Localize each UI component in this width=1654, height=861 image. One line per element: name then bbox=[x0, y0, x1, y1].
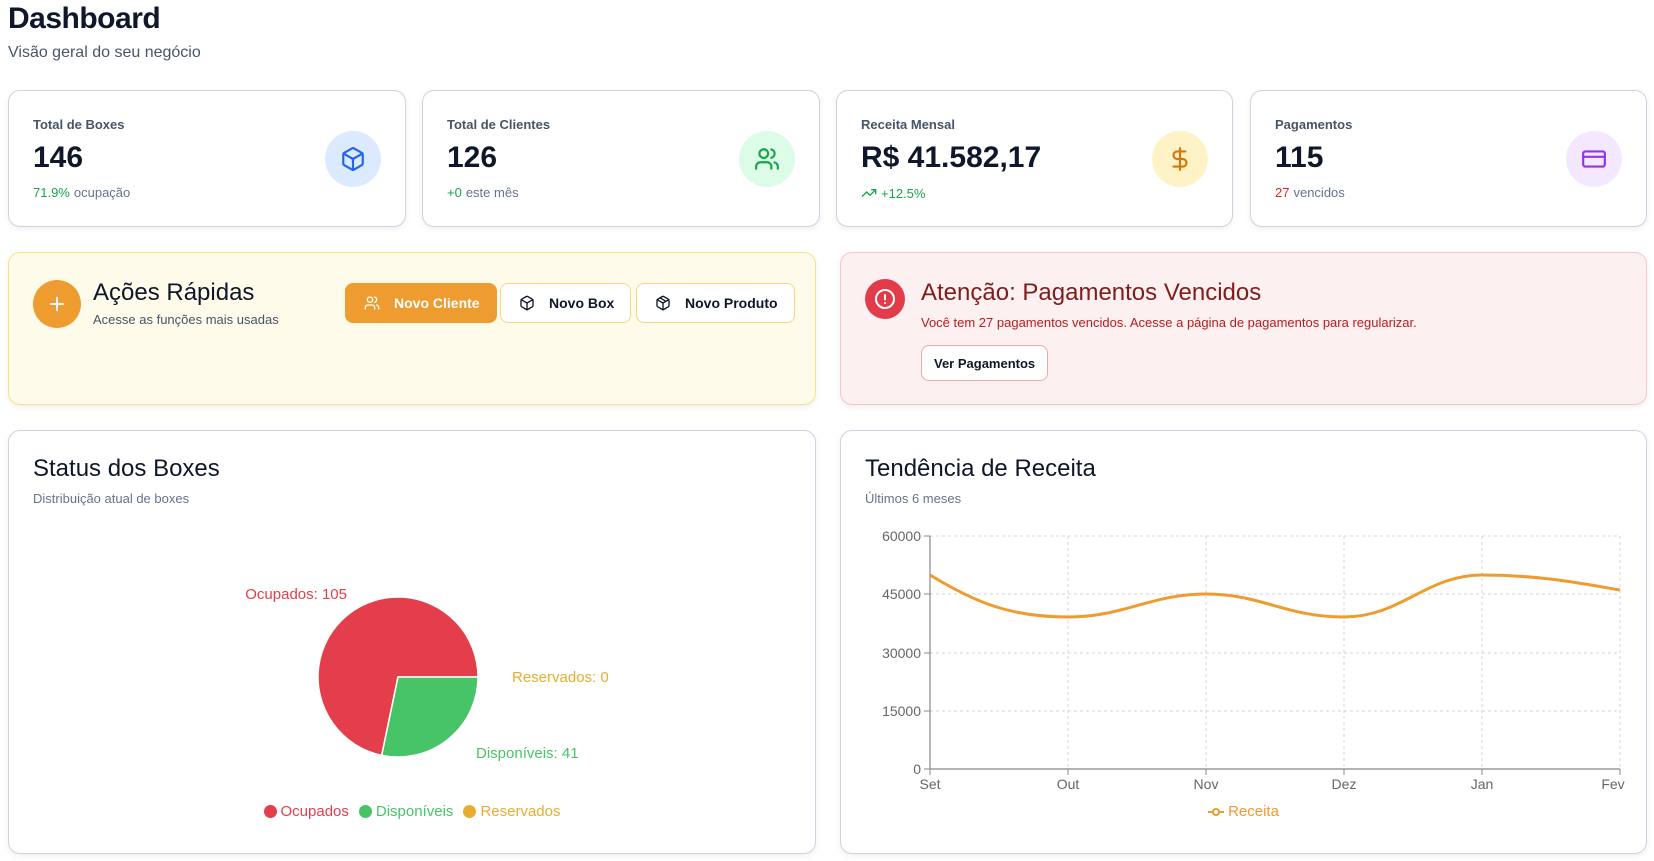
legend-item-reserved[interactable]: Reservados bbox=[463, 803, 560, 820]
legend-item-available[interactable]: Disponíveis bbox=[358, 803, 453, 820]
pie-label-available: Disponíveis: 41 bbox=[476, 745, 579, 762]
stat-highlight: +0 bbox=[447, 185, 462, 200]
trending-up-icon bbox=[861, 185, 877, 201]
new-product-button[interactable]: Novo Produto bbox=[636, 283, 795, 323]
pie-slice-occupied[interactable] bbox=[317, 596, 479, 757]
stat-sub: 27 vencidos bbox=[1275, 185, 1345, 200]
y-tick: 0 bbox=[913, 761, 921, 777]
alert-circle-icon bbox=[865, 279, 905, 319]
users-icon bbox=[364, 295, 380, 311]
pie-slice-available[interactable] bbox=[380, 676, 479, 758]
new-client-button[interactable]: Novo Cliente bbox=[345, 283, 497, 323]
alert-message: Você tem 27 pagamentos vencidos. Acesse … bbox=[921, 315, 1417, 330]
box-status-panel: Status dos Boxes Distribuição atual de b… bbox=[8, 430, 816, 854]
revenue-trend-subtitle: Últimos 6 meses bbox=[865, 491, 962, 506]
legend-item-revenue[interactable]: Receita bbox=[1208, 803, 1279, 820]
y-tick: 15000 bbox=[882, 703, 921, 719]
stat-highlight: +12.5% bbox=[881, 185, 926, 201]
overdue-payments-alert: Atenção: Pagamentos Vencidos Você tem 27… bbox=[840, 252, 1647, 405]
legend-item-occupied[interactable]: Ocupados bbox=[263, 803, 349, 820]
stat-sub-text: este mês bbox=[465, 185, 519, 200]
pie-label-reserved: Reservados: 0 bbox=[512, 669, 609, 686]
stat-value: R$ 41.582,17 bbox=[861, 141, 1042, 174]
quick-actions-panel: Ações Rápidas Acesse as funções mais usa… bbox=[8, 252, 816, 405]
stat-sub: 71.9% ocupação bbox=[33, 185, 130, 200]
line-marker-icon bbox=[1208, 807, 1225, 816]
box-status-title: Status dos Boxes bbox=[33, 455, 220, 482]
x-tick: Jan bbox=[1471, 776, 1494, 792]
stat-card-clients: Total de Clientes 126 +0 este mês bbox=[422, 90, 820, 227]
line-legend: Receita bbox=[841, 803, 1646, 820]
y-tick: 30000 bbox=[882, 645, 921, 661]
dollar-icon bbox=[1152, 131, 1208, 187]
y-tick: 60000 bbox=[882, 528, 921, 544]
stat-value: 146 bbox=[33, 141, 84, 174]
box-icon bbox=[325, 131, 381, 187]
users-icon bbox=[739, 131, 795, 187]
stat-card-payments: Pagamentos 115 27 vencidos bbox=[1250, 90, 1647, 227]
stat-label: Total de Clientes bbox=[447, 117, 551, 132]
x-tick: Set bbox=[919, 776, 940, 792]
revenue-trend-title: Tendência de Receita bbox=[865, 455, 1096, 482]
button-label: Novo Cliente bbox=[394, 295, 480, 311]
page-subtitle: Visão geral do seu negócio bbox=[8, 44, 201, 61]
stat-card-revenue: Receita Mensal R$ 41.582,17 +12.5% bbox=[836, 90, 1233, 227]
new-box-button[interactable]: Novo Box bbox=[500, 283, 632, 323]
package-icon bbox=[655, 295, 671, 311]
plus-icon bbox=[33, 280, 81, 328]
view-payments-button[interactable]: Ver Pagamentos bbox=[921, 345, 1049, 381]
x-tick: Nov bbox=[1194, 776, 1219, 792]
stat-value: 126 bbox=[447, 141, 498, 174]
stat-sub: +0 este mês bbox=[447, 185, 519, 200]
y-tick: 45000 bbox=[882, 586, 921, 602]
button-label: Novo Produto bbox=[685, 295, 778, 311]
stat-value: 115 bbox=[1275, 141, 1324, 174]
revenue-line[interactable] bbox=[929, 573, 1621, 619]
credit-card-icon bbox=[1566, 131, 1622, 187]
stat-label: Total de Boxes bbox=[33, 117, 125, 132]
stat-sub-text: vencidos bbox=[1293, 185, 1345, 200]
quick-actions-title: Ações Rápidas bbox=[93, 279, 255, 306]
box-icon bbox=[519, 295, 535, 311]
revenue-trend-panel: Tendência de Receita Últimos 6 meses 0 bbox=[840, 430, 1647, 854]
stat-sub: +12.5% bbox=[861, 185, 925, 201]
button-label: Novo Box bbox=[549, 295, 615, 311]
x-tick: Dez bbox=[1332, 776, 1357, 792]
page-title: Dashboard bbox=[8, 2, 161, 35]
pie-label-occupied: Ocupados: 105 bbox=[245, 586, 347, 603]
x-tick: Out bbox=[1057, 776, 1080, 792]
stat-sub-text: ocupação bbox=[73, 185, 131, 200]
quick-actions-subtitle: Acesse as funções mais usadas bbox=[93, 312, 279, 327]
stat-highlight: 27 bbox=[1275, 185, 1290, 200]
stat-label: Pagamentos bbox=[1275, 117, 1353, 132]
x-tick: Fev bbox=[1601, 776, 1624, 792]
stat-highlight: 71.9% bbox=[33, 185, 70, 200]
alert-title: Atenção: Pagamentos Vencidos bbox=[921, 279, 1262, 306]
stat-card-boxes: Total de Boxes 146 71.9% ocupação bbox=[8, 90, 406, 227]
revenue-line-chart: 0 15000 30000 45000 60000 Set Out Nov De… bbox=[882, 528, 1625, 792]
stat-label: Receita Mensal bbox=[861, 117, 955, 132]
box-status-subtitle: Distribuição atual de boxes bbox=[33, 491, 190, 506]
box-status-pie-chart: Ocupados: 105 Reservados: 0 Disponíveis:… bbox=[245, 586, 609, 762]
pie-legend: Ocupados Disponíveis Reservados bbox=[9, 803, 815, 820]
